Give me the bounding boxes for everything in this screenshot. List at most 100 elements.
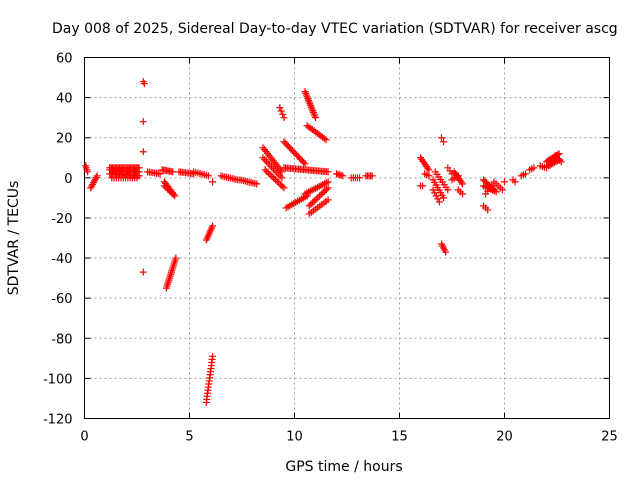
- data-point: [309, 199, 317, 207]
- data-point: [160, 182, 168, 190]
- data-point: [429, 186, 437, 194]
- data-point: [253, 180, 261, 188]
- y-tick-label: -80: [51, 332, 72, 347]
- data-point: [545, 162, 553, 170]
- data-point: [209, 222, 217, 230]
- data-point: [209, 352, 217, 360]
- data-point: [324, 178, 332, 186]
- data-point: [273, 177, 281, 185]
- data-point: [169, 168, 177, 176]
- data-point: [319, 189, 327, 197]
- data-point: [310, 197, 318, 205]
- data-point: [432, 192, 440, 200]
- data-point: [501, 178, 508, 186]
- data-point: [511, 178, 519, 186]
- data-point: [440, 194, 448, 202]
- data-point: [305, 202, 313, 210]
- data-point: [312, 195, 320, 203]
- y-tick-label: 0: [64, 172, 72, 187]
- grid-lines: [84, 57, 610, 419]
- data-point: [93, 172, 101, 180]
- data-point: [204, 172, 212, 180]
- data-point: [322, 136, 330, 144]
- data-point: [356, 174, 364, 182]
- data-point: [459, 180, 466, 188]
- data-point: [263, 167, 271, 175]
- data-point: [522, 170, 529, 178]
- data-point: [459, 190, 466, 198]
- data-point: [307, 200, 315, 208]
- data-points: [82, 78, 565, 406]
- data-point: [139, 268, 147, 276]
- data-point: [498, 186, 506, 194]
- data-point: [300, 158, 308, 166]
- data-point: [301, 160, 309, 168]
- data-point: [156, 170, 164, 178]
- data-point: [556, 156, 564, 164]
- data-point: [261, 166, 269, 174]
- y-tick-label: -20: [51, 212, 72, 227]
- data-point: [276, 104, 284, 112]
- data-point: [266, 171, 274, 179]
- data-point: [140, 80, 148, 88]
- data-point: [314, 194, 322, 202]
- chart-title: Day 008 of 2025, Sidereal Day-to-day VTE…: [52, 21, 618, 37]
- axis-ticks: 0 5 10 15 20 25 -120 -100 -80 -60 -40 -20 0 20 40 60: [43, 52, 618, 445]
- data-point: [324, 196, 332, 204]
- data-point: [280, 184, 288, 192]
- y-tick-label: -100: [43, 372, 73, 387]
- x-tick-label: 10: [286, 430, 303, 445]
- data-point: [162, 183, 170, 191]
- y-tick-label: 20: [56, 132, 73, 147]
- data-point: [139, 148, 147, 156]
- data-point: [133, 174, 141, 182]
- data-point: [492, 188, 500, 196]
- y-tick-label: 60: [56, 52, 73, 67]
- data-point: [278, 182, 286, 190]
- data-point: [169, 190, 177, 198]
- data-point: [271, 176, 279, 184]
- data-point: [172, 254, 180, 262]
- x-tick-label: 0: [80, 430, 88, 445]
- data-point: [265, 169, 273, 177]
- data-point: [425, 172, 433, 180]
- data-point: [434, 195, 442, 203]
- data-point: [165, 187, 173, 195]
- data-point: [322, 186, 330, 194]
- plot-frame: [84, 57, 610, 419]
- data-point: [548, 160, 556, 168]
- data-point: [139, 118, 147, 126]
- data-point: [324, 184, 332, 192]
- data-point: [431, 189, 439, 197]
- data-point: [555, 150, 563, 158]
- data-point: [277, 107, 285, 115]
- data-point: [84, 168, 92, 176]
- data-point: [135, 168, 143, 176]
- data-point: [321, 187, 329, 195]
- data-point: [275, 179, 283, 187]
- data-point: [316, 192, 324, 200]
- data-point: [324, 168, 332, 176]
- data-point: [320, 134, 328, 142]
- x-tick-label: 25: [601, 430, 618, 445]
- x-tick-label: 5: [185, 430, 193, 445]
- data-point: [424, 164, 432, 172]
- x-tick-label: 20: [496, 430, 513, 445]
- y-tick-label: -120: [43, 413, 73, 428]
- data-point: [442, 248, 450, 256]
- data-point: [457, 178, 465, 186]
- data-point: [484, 206, 492, 214]
- data-point: [312, 114, 319, 122]
- data-point: [444, 186, 452, 194]
- data-point: [552, 153, 560, 161]
- data-point: [425, 166, 433, 174]
- data-point: [279, 110, 287, 118]
- data-point: [435, 198, 443, 206]
- data-point: [92, 174, 100, 182]
- data-point: [530, 164, 538, 172]
- data-point: [339, 172, 347, 180]
- y-axis-label: SDTVAR / TECUs: [6, 181, 22, 296]
- data-point: [419, 182, 427, 190]
- x-axis-label: GPS time / hours: [285, 459, 402, 475]
